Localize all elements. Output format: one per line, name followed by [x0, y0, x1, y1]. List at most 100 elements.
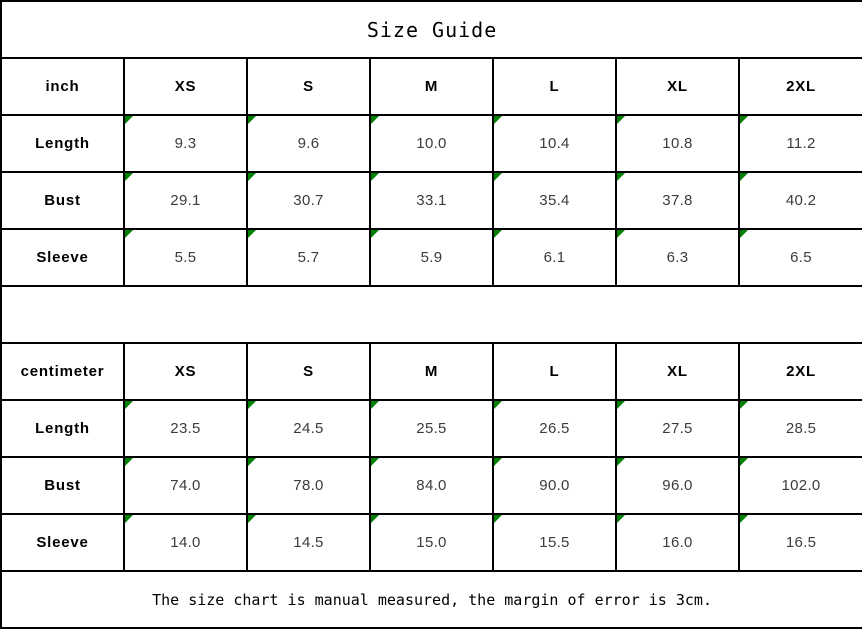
footer-note: The size chart is manual measured, the m…: [0, 570, 862, 629]
measurement-value: 96.0: [662, 477, 693, 494]
measurement-value: 25.5: [416, 420, 447, 437]
measurement-value-cell: 78.0: [246, 456, 371, 515]
measurement-value: 26.5: [539, 420, 570, 437]
measurement-value: 11.2: [786, 135, 816, 152]
size-header-s: S: [246, 342, 371, 401]
measurement-value: 74.0: [170, 477, 201, 494]
measurement-value-cell: 11.2: [737, 114, 862, 173]
measurement-label-length: Length: [0, 114, 125, 173]
measurement-value-cell: 30.7: [246, 171, 371, 230]
size-header-m: M: [369, 342, 494, 401]
measurement-value-cell: 5.5: [123, 228, 248, 287]
measurement-value-cell: 14.5: [246, 513, 371, 572]
measurement-label-bust: Bust: [0, 171, 125, 230]
measurement-value-cell: 6.1: [492, 228, 617, 287]
measurement-value: 10.4: [539, 135, 570, 152]
corner-flag-icon: [126, 516, 133, 523]
corner-flag-icon: [372, 117, 379, 124]
measurement-value: 9.6: [297, 135, 320, 152]
measurement-value-cell: 5.9: [369, 228, 494, 287]
corner-flag-icon: [372, 231, 379, 238]
measurement-value: 33.1: [416, 192, 447, 209]
corner-flag-icon: [249, 117, 256, 124]
size-header-l: L: [492, 57, 617, 116]
measurement-value-cell: 84.0: [369, 456, 494, 515]
measurement-value: 24.5: [293, 420, 324, 437]
unit-header-centimeter: centimeter: [0, 342, 125, 401]
corner-flag-icon: [126, 459, 133, 466]
corner-flag-icon: [249, 231, 256, 238]
corner-flag-icon: [618, 231, 625, 238]
corner-flag-icon: [495, 459, 502, 466]
measurement-value: 78.0: [293, 477, 324, 494]
corner-flag-icon: [618, 174, 625, 181]
measurement-value-cell: 9.6: [246, 114, 371, 173]
inch-header-row: inch XS S M L XL 2XL: [0, 57, 862, 116]
table-row: Length 23.5 24.5 25.5 26.5 27.5 28.5: [0, 399, 862, 458]
measurement-value: 90.0: [539, 477, 570, 494]
corner-flag-icon: [618, 402, 625, 409]
size-header-xs: XS: [123, 342, 248, 401]
measurement-value: 6.5: [790, 249, 812, 266]
measurement-value: 6.1: [543, 249, 566, 266]
measurement-value-cell: 90.0: [492, 456, 617, 515]
corner-flag-icon: [741, 117, 748, 124]
measurement-value-cell: 10.4: [492, 114, 617, 173]
corner-flag-icon: [372, 516, 379, 523]
table-row: Sleeve 5.5 5.7 5.9 6.1 6.3 6.5: [0, 228, 862, 287]
size-header-xl: XL: [615, 57, 740, 116]
table-row: Bust 29.1 30.7 33.1 35.4 37.8 40.2: [0, 171, 862, 230]
measurement-value-cell: 10.0: [369, 114, 494, 173]
size-header-s: S: [246, 57, 371, 116]
corner-flag-icon: [372, 174, 379, 181]
measurement-value: 10.8: [662, 135, 693, 152]
corner-flag-icon: [741, 402, 748, 409]
size-header-m: M: [369, 57, 494, 116]
size-header-xl: XL: [615, 342, 740, 401]
measurement-value-cell: 16.5: [737, 513, 862, 572]
measurement-value-cell: 6.3: [615, 228, 740, 287]
measurement-value-cell: 74.0: [123, 456, 248, 515]
measurement-value: 15.0: [416, 534, 447, 551]
measurement-value: 27.5: [662, 420, 693, 437]
measurement-value-cell: 16.0: [615, 513, 740, 572]
corner-flag-icon: [618, 117, 625, 124]
corner-flag-icon: [249, 402, 256, 409]
measurement-value: 16.0: [662, 534, 693, 551]
size-header-xs: XS: [123, 57, 248, 116]
corner-flag-icon: [126, 231, 133, 238]
corner-flag-icon: [741, 459, 748, 466]
measurement-value-cell: 35.4: [492, 171, 617, 230]
measurement-value-cell: 14.0: [123, 513, 248, 572]
size-header-2xl: 2XL: [737, 342, 862, 401]
corner-flag-icon: [372, 402, 379, 409]
measurement-value-cell: 25.5: [369, 399, 494, 458]
measurement-value: 102.0: [781, 477, 821, 494]
measurement-value-cell: 28.5: [737, 399, 862, 458]
spacer-cell: [0, 285, 862, 344]
corner-flag-icon: [618, 459, 625, 466]
measurement-value-cell: 102.0: [737, 456, 862, 515]
measurement-value-cell: 9.3: [123, 114, 248, 173]
centimeter-header-row: centimeter XS S M L XL 2XL: [0, 342, 862, 401]
measurement-value: 5.9: [420, 249, 443, 266]
measurement-value: 5.5: [174, 249, 197, 266]
title-row: Size Guide: [0, 0, 862, 59]
measurement-value: 14.0: [170, 534, 201, 551]
measurement-label-sleeve: Sleeve: [0, 228, 125, 287]
measurement-value-cell: 29.1: [123, 171, 248, 230]
measurement-value: 14.5: [293, 534, 324, 551]
measurement-label-bust: Bust: [0, 456, 125, 515]
corner-flag-icon: [741, 516, 748, 523]
measurement-value-cell: 24.5: [246, 399, 371, 458]
measurement-value-cell: 23.5: [123, 399, 248, 458]
measurement-value-cell: 10.8: [615, 114, 740, 173]
measurement-label-sleeve: Sleeve: [0, 513, 125, 572]
size-header-l: L: [492, 342, 617, 401]
measurement-value: 40.2: [785, 192, 817, 209]
measurement-value-cell: 33.1: [369, 171, 494, 230]
corner-flag-icon: [249, 516, 256, 523]
measurement-value-cell: 15.5: [492, 513, 617, 572]
table-row: Length 9.3 9.6 10.0 10.4 10.8 11.2: [0, 114, 862, 173]
